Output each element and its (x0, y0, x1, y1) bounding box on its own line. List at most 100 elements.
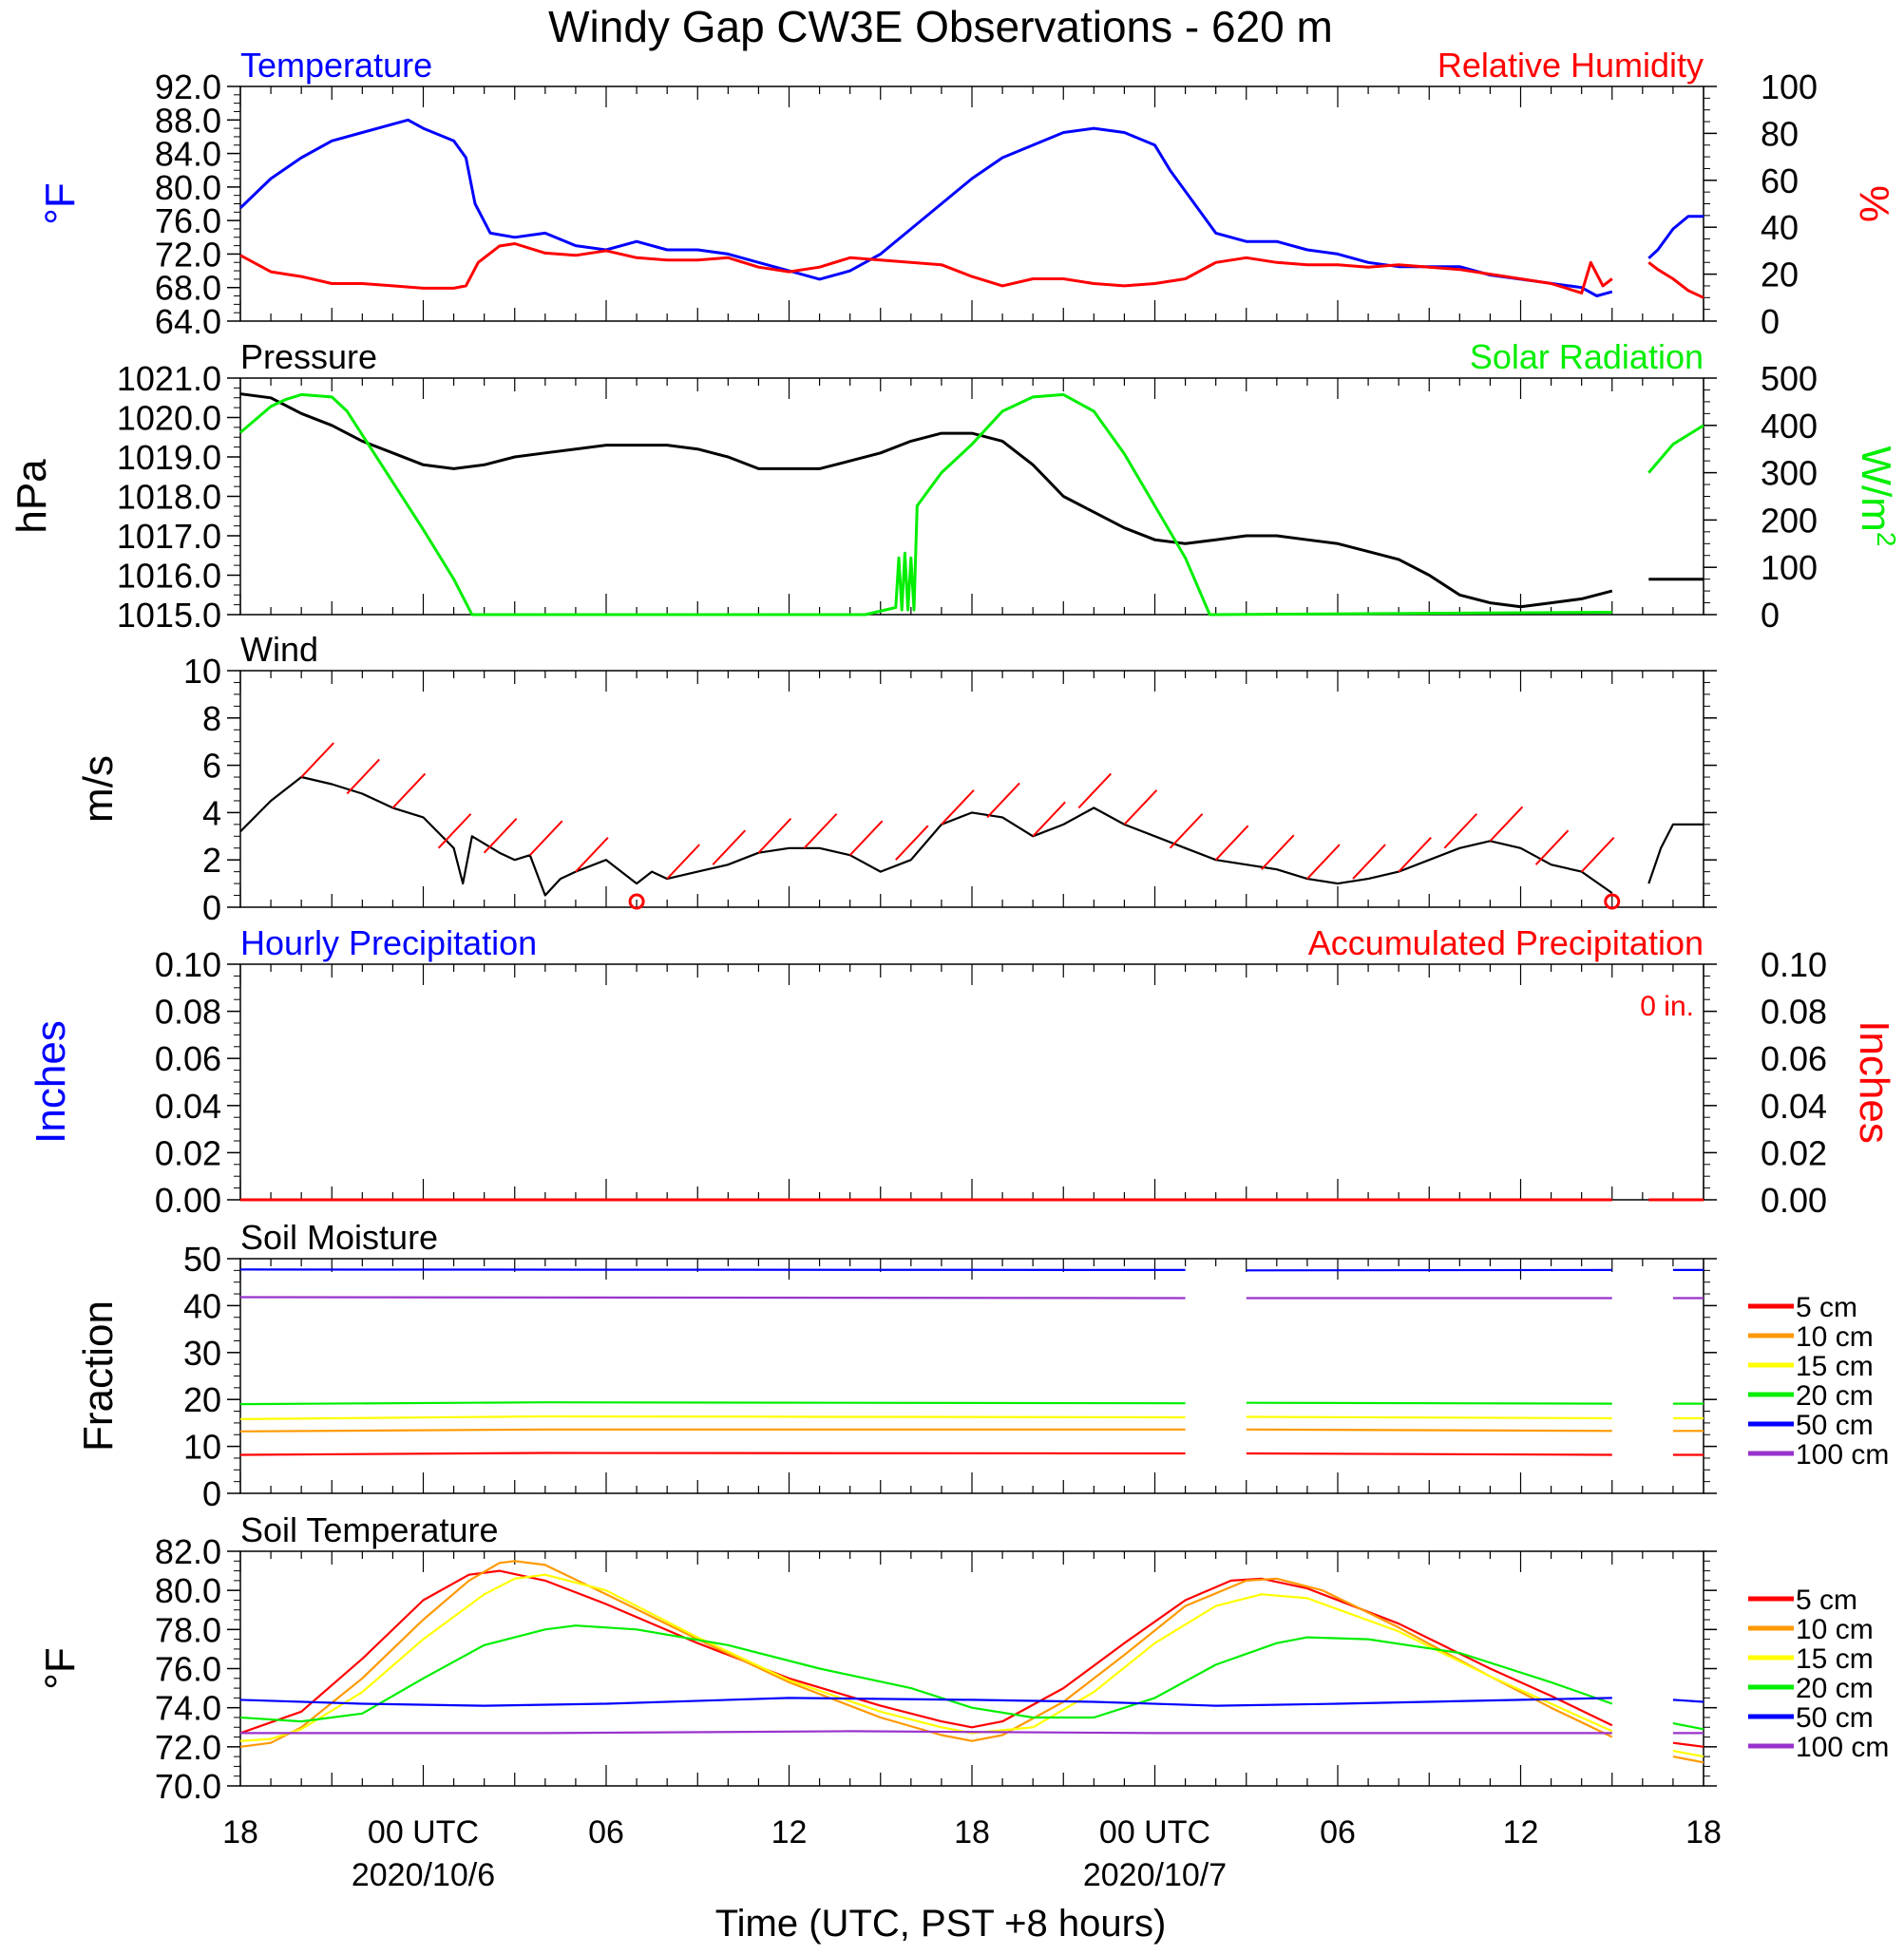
y-tick-label: 30 (183, 1334, 221, 1373)
legend-label: 15 cm (1796, 1351, 1874, 1382)
panel-precip: 0.10 0.08 0.06 0.04 0.02 0.00 0.10 0.08 0.06 0.04… (28, 923, 1897, 1220)
x-tick-label: 12 (1503, 1814, 1539, 1851)
y-tick-label: 78.0 (155, 1610, 221, 1649)
series-line (239, 1560, 1704, 1764)
y-tick-label-right: 0.08 (1761, 993, 1827, 1032)
y-tick-label: 1019.0 (117, 438, 221, 477)
y-tick-label: 72.0 (155, 1728, 221, 1767)
y-tick-label: 68.0 (155, 269, 221, 308)
y-tick-label-right: 0.04 (1761, 1087, 1827, 1126)
wind-barb (483, 818, 518, 854)
series-line (239, 392, 1704, 617)
y-tick-label: 1021.0 (117, 359, 221, 398)
y-tick-label: 88.0 (155, 101, 221, 140)
series-line (239, 775, 1704, 897)
panel-title-right: Relative Humidity (1438, 46, 1704, 85)
y-tick-label-right: 0.06 (1761, 1039, 1827, 1078)
y-axis-unit: hPa (9, 459, 55, 534)
y-tick-label: 84.0 (155, 135, 221, 174)
y-tick-label: 0.08 (155, 993, 221, 1032)
wind-barb (300, 742, 334, 778)
legend-label: 50 cm (1796, 1410, 1874, 1441)
wind-barb (1398, 836, 1432, 873)
y-tick-label: 50 (183, 1240, 221, 1279)
chart-title: Windy Gap CW3E Observations - 620 m (548, 2, 1333, 51)
y-tick-label: 72.0 (155, 235, 221, 274)
y-axis-unit: Fraction (75, 1300, 122, 1452)
y-tick-label: 82.0 (155, 1532, 221, 1571)
y-tick-label-right: 0.10 (1761, 945, 1827, 984)
x-axis: 18 00 UTC 06 12 18 00 UTC 06 12 18 2020/10/6 2020/… (222, 1814, 1722, 1893)
wind-barb (1123, 789, 1158, 826)
panel-title-right: Solar Radiation (1470, 337, 1704, 376)
y-axis-unit: °F (37, 182, 84, 224)
y-tick-label: 76.0 (155, 1650, 221, 1689)
plot-frame (239, 377, 1704, 616)
y-axis-unit-right: % (1851, 185, 1897, 222)
y-tick-label-right: 200 (1761, 501, 1818, 540)
panel-title-left: Temperature (240, 46, 432, 85)
calm-marker (1604, 893, 1621, 910)
wind-barb (895, 825, 929, 861)
wind-barb (666, 844, 700, 880)
wind-barb (1580, 836, 1615, 873)
y-tick-label: 10 (183, 1428, 221, 1467)
series-line (239, 392, 1704, 609)
y-tick-label-right: 500 (1761, 359, 1818, 398)
series-line (239, 1573, 1704, 1758)
y-tick-label: 92.0 (155, 67, 221, 106)
wind-barb (1443, 813, 1478, 849)
panel-temp_rh: 92.088.084.080.076.072.068.064.0 100 80 60 4… (37, 46, 1897, 341)
wind-barb (1489, 806, 1524, 842)
legend-label: 5 cm (1796, 1585, 1857, 1616)
y-tick-label-right: 40 (1761, 208, 1799, 247)
plot-frame (239, 963, 1704, 1201)
legend-label: 10 cm (1796, 1321, 1874, 1353)
wind-barb (1534, 829, 1570, 865)
x-tick-label: 12 (771, 1814, 808, 1851)
y-tick-label-right: 0 (1761, 302, 1780, 341)
legend-label: 50 cm (1796, 1702, 1874, 1734)
series-line (239, 1296, 1704, 1300)
y-tick-label-right: 100 (1761, 67, 1818, 106)
y-axis-unit-right: W/m2 (1853, 446, 1901, 547)
wind-barb (1214, 825, 1249, 861)
panel-title-right: Accumulated Precipitation (1308, 923, 1704, 962)
y-tick-label: 0.10 (155, 945, 221, 984)
y-tick-label: 80.0 (155, 1571, 221, 1610)
y-tick-label: 64.0 (155, 302, 221, 341)
series-line (239, 242, 1704, 299)
y-tick-label: 0.00 (155, 1181, 221, 1220)
y-tick-label-right: 20 (1761, 256, 1799, 294)
y-tick-label-right: 0.02 (1761, 1133, 1827, 1172)
series-line (239, 1401, 1704, 1406)
legend-label: 100 cm (1796, 1439, 1889, 1471)
x-tick-label: 06 (588, 1814, 624, 1851)
y-tick-label: 0.02 (155, 1133, 221, 1172)
series-line (239, 1624, 1704, 1731)
y-tick-label-right: 100 (1761, 548, 1818, 587)
y-tick-label-right: 0 (1761, 596, 1780, 635)
series-line (238, 118, 1704, 297)
calm-marker (628, 893, 645, 910)
y-tick-label: 10 (183, 652, 221, 691)
y-tick-label: 80.0 (155, 168, 221, 207)
legend-label: 20 cm (1796, 1673, 1874, 1704)
y-tick-label-right: 0.00 (1761, 1181, 1827, 1220)
y-axis-unit-right: Inches (1851, 1020, 1897, 1144)
series-line (239, 1697, 1704, 1707)
plot-frame (239, 1550, 1704, 1787)
x-date-label: 2020/10/6 (352, 1857, 495, 1893)
panel-wind: 10 8 6 4 2 0 Wind m/s (75, 630, 1717, 927)
plot-frame (239, 1258, 1704, 1494)
panel-title-left: Hourly Precipitation (240, 923, 537, 962)
wind-barb (1352, 844, 1386, 880)
legend-label: 5 cm (1796, 1292, 1857, 1323)
legend-label: 100 cm (1796, 1732, 1889, 1763)
wind-barb (437, 813, 472, 849)
series-line (239, 1428, 1704, 1433)
wind-barb (529, 820, 563, 856)
y-tick-label: 1020.0 (117, 399, 221, 438)
series-line (239, 1452, 1704, 1456)
y-tick-label: 76.0 (155, 201, 221, 240)
